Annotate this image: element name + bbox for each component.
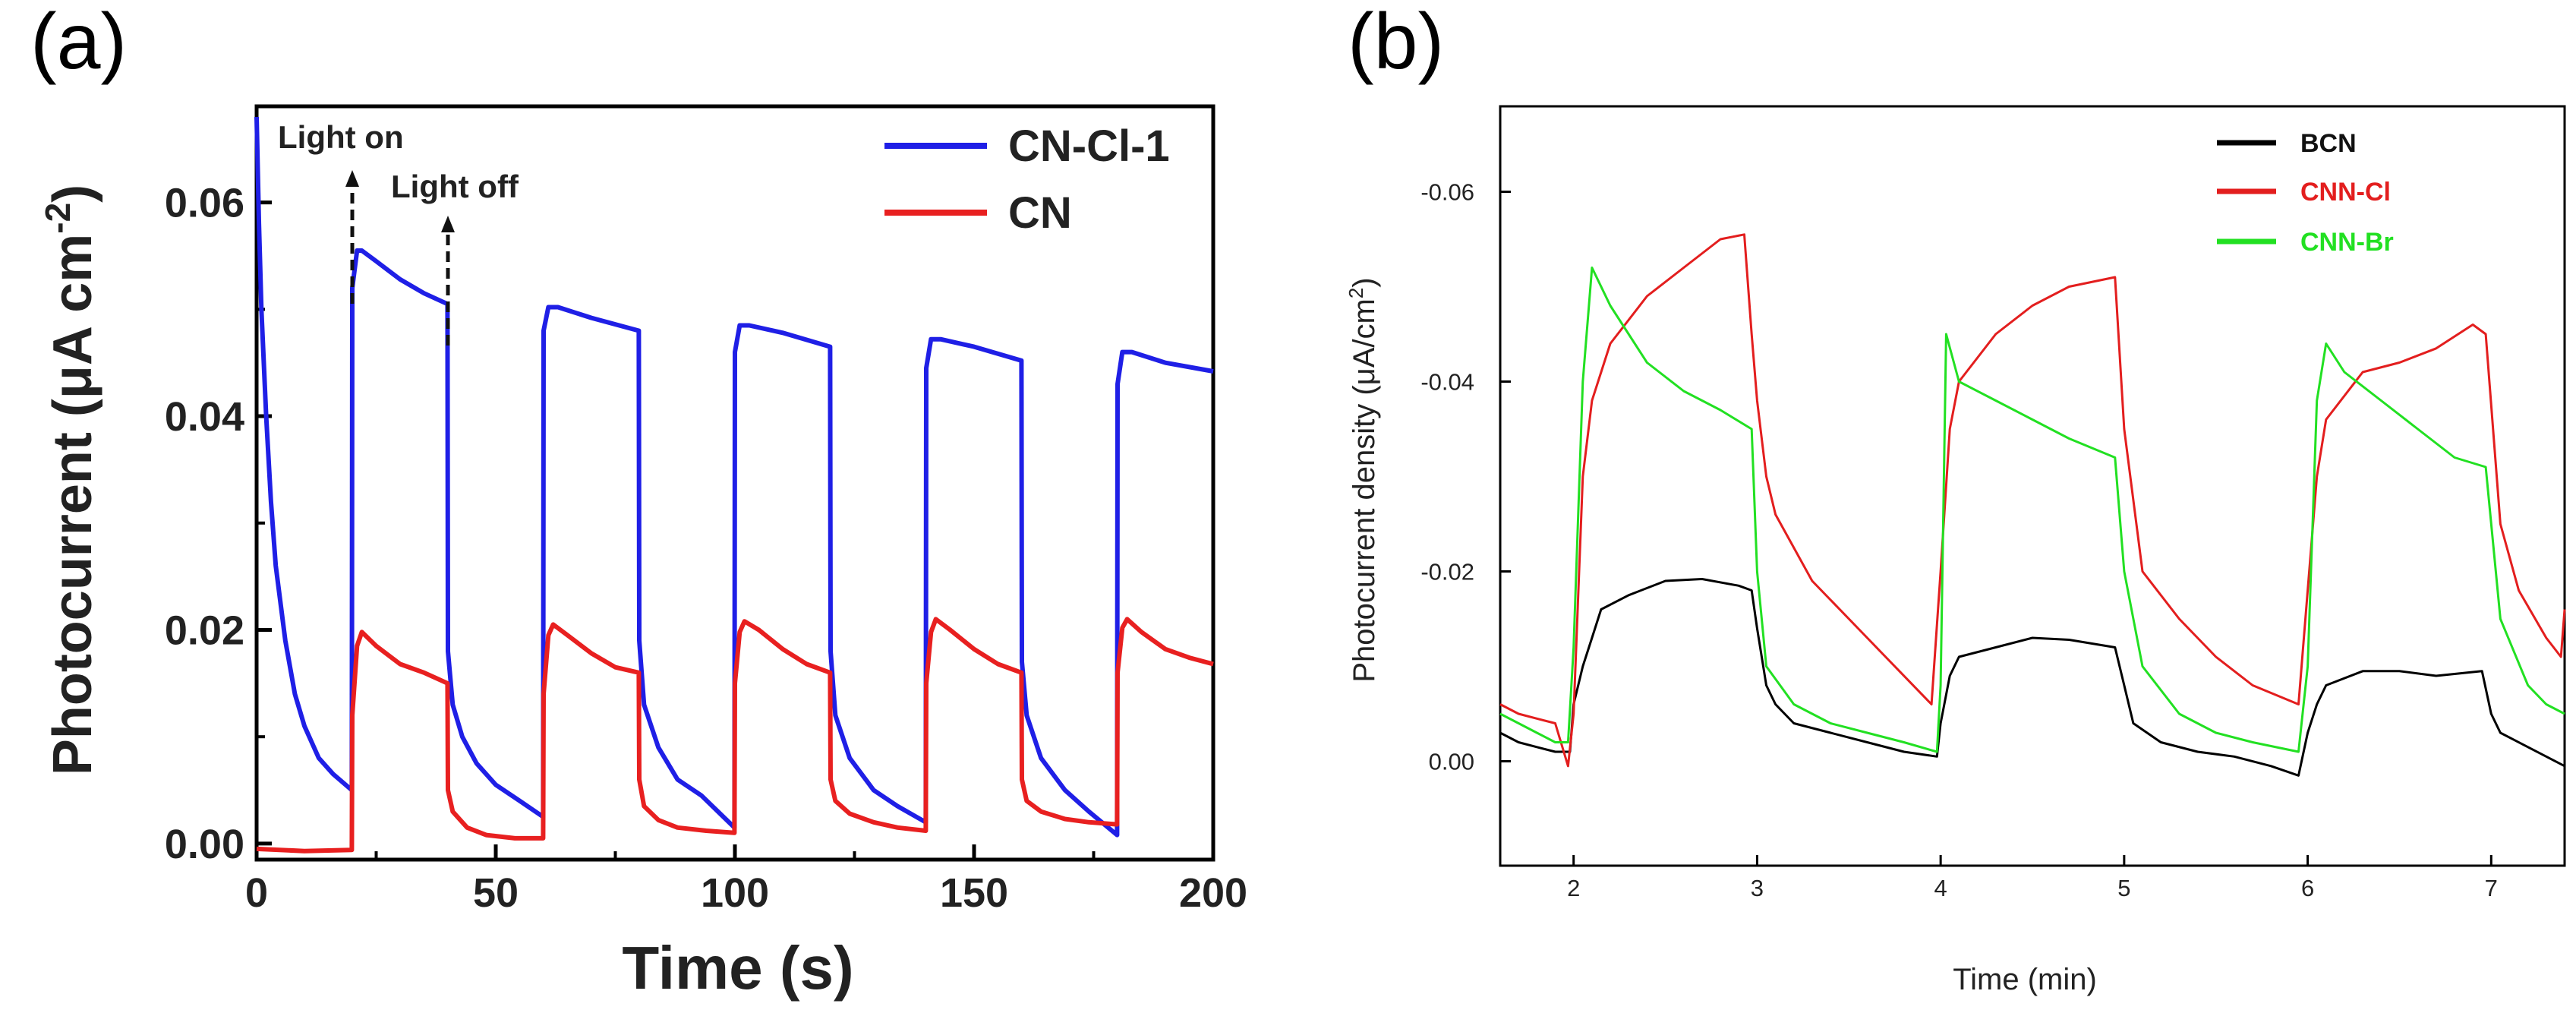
chart-a-y-tick-label: 0.00	[165, 822, 244, 867]
chart-a-series-line-1	[256, 617, 1214, 854]
chart-a-legend-label: CN	[1008, 188, 1072, 238]
chart-b-y-tick-label: -0.02	[1420, 559, 1474, 585]
chart-a-y-axis-title-tail: )	[43, 185, 103, 203]
chart-b-x-tick-label: 7	[2485, 875, 2498, 901]
chart-a-y-axis-title: Photocurrent (μA cm-2)	[38, 185, 103, 775]
chart-a-legend-label: CN-Cl-1	[1008, 121, 1170, 171]
chart-b-frame	[1499, 105, 2566, 867]
chart-a-annotation-label: Light off	[391, 169, 519, 204]
chart-b-series-line-1	[1499, 233, 2566, 768]
chart-b-series-line-0	[1499, 578, 2565, 777]
chart-a-y-axis-title-sup: -2	[38, 203, 77, 234]
panel-b-label: (b)	[1348, 0, 1445, 86]
chart-b-y-tick-label: -0.04	[1420, 369, 1474, 396]
chart-a-x-tick-label: 100	[701, 870, 769, 916]
chart-b-legend-label: CNN-Cl	[2300, 178, 2391, 207]
chart-b-y-tick-label: -0.06	[1420, 179, 1474, 206]
chart-a-annotation-label: Light on	[278, 119, 404, 155]
chart-a-series-line-0	[254, 117, 1214, 838]
chart-a-y-tick-label: 0.04	[165, 394, 244, 440]
chart-b-x-tick-label: 5	[2117, 875, 2130, 901]
chart-a: Photocurrent (μA cm-2) Time (s) 0 50 100 15…	[38, 104, 1247, 1002]
chart-a-x-axis-title: Time (s)	[622, 934, 853, 1002]
chart-a-x-tick-label: 50	[473, 870, 519, 916]
chart-b-legend-label: BCN	[2300, 129, 2357, 158]
chart-a-y-axis-title-main: Photocurrent (μA cm	[43, 234, 103, 775]
chart-b-y-axis-title: Photocurrent density (μA/cm2)	[1345, 277, 1381, 682]
chart-a-annotation-arrowhead	[441, 216, 455, 232]
svg-text:Photocurrent (μA cm-2): Photocurrent (μA cm-2)	[38, 185, 103, 775]
chart-a-annotation-arrowhead	[345, 170, 359, 187]
chart-a-x-tick-label: 150	[940, 870, 1008, 916]
chart-b-y-axis-title-main: Photocurrent density (μA/cm	[1348, 298, 1381, 682]
chart-a-x-tick-label: 0	[245, 870, 268, 916]
chart-b-series-line-2	[1499, 267, 2565, 753]
chart-b-y-tick-label: 0.00	[1429, 749, 1474, 775]
chart-b-x-tick-label: 2	[1567, 875, 1580, 901]
chart-a-x-tick-label: 200	[1179, 870, 1247, 916]
chart-a-y-tick-label: 0.02	[165, 607, 244, 653]
chart-b-y-axis-title-sup: 2	[1345, 288, 1367, 298]
chart-b-x-tick-label: 4	[1934, 875, 1947, 901]
chart-b: Photocurrent density (μA/cm2) Time (min)…	[1345, 105, 2566, 996]
svg-text:Photocurrent density (μA/cm2): Photocurrent density (μA/cm2)	[1345, 277, 1381, 682]
chart-b-legend-label: CNN-Br	[2300, 228, 2394, 257]
panel-a-label: (a)	[30, 0, 128, 86]
chart-b-x-tick-label: 3	[1751, 875, 1764, 901]
chart-b-x-axis-title: Time (min)	[1953, 963, 2097, 996]
chart-a-y-tick-label: 0.06	[165, 181, 244, 226]
chart-b-y-axis-title-tail: )	[1348, 277, 1381, 287]
chart-b-x-tick-label: 6	[2301, 875, 2314, 901]
